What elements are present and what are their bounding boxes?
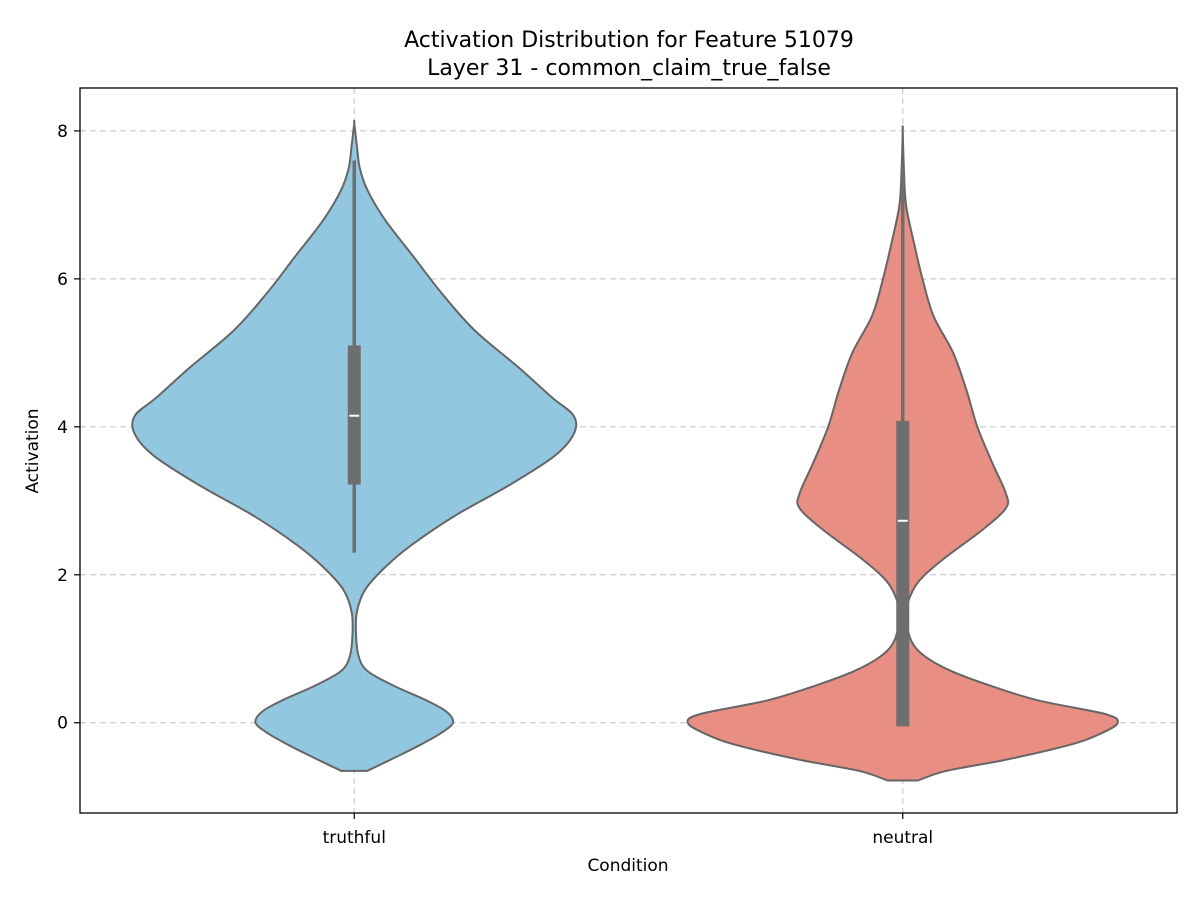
x-axis-label: Condition bbox=[587, 856, 668, 876]
x-tick-label: truthful bbox=[323, 828, 386, 848]
iqr-box-neutral bbox=[896, 420, 910, 727]
violin-layer bbox=[131, 119, 1119, 782]
y-tick-label: 6 bbox=[57, 270, 68, 290]
y-tick-label: 0 bbox=[57, 714, 68, 734]
y-tick-label: 4 bbox=[57, 418, 68, 438]
x-axis-ticks: truthful neutral bbox=[323, 813, 933, 848]
chart-title: Activation Distribution for Feature 5107… bbox=[404, 28, 854, 53]
box-layer bbox=[347, 160, 910, 727]
chart-subtitle: Layer 31 - common_claim_true_false bbox=[427, 56, 831, 81]
y-tick-label: 8 bbox=[57, 122, 68, 142]
x-tick-label: neutral bbox=[872, 828, 933, 848]
y-axis-label: Activation bbox=[23, 408, 43, 493]
plot-frame bbox=[79, 87, 1178, 814]
y-axis-ticks: 0 2 4 6 8 bbox=[57, 122, 80, 734]
y-tick-label: 2 bbox=[57, 566, 68, 586]
